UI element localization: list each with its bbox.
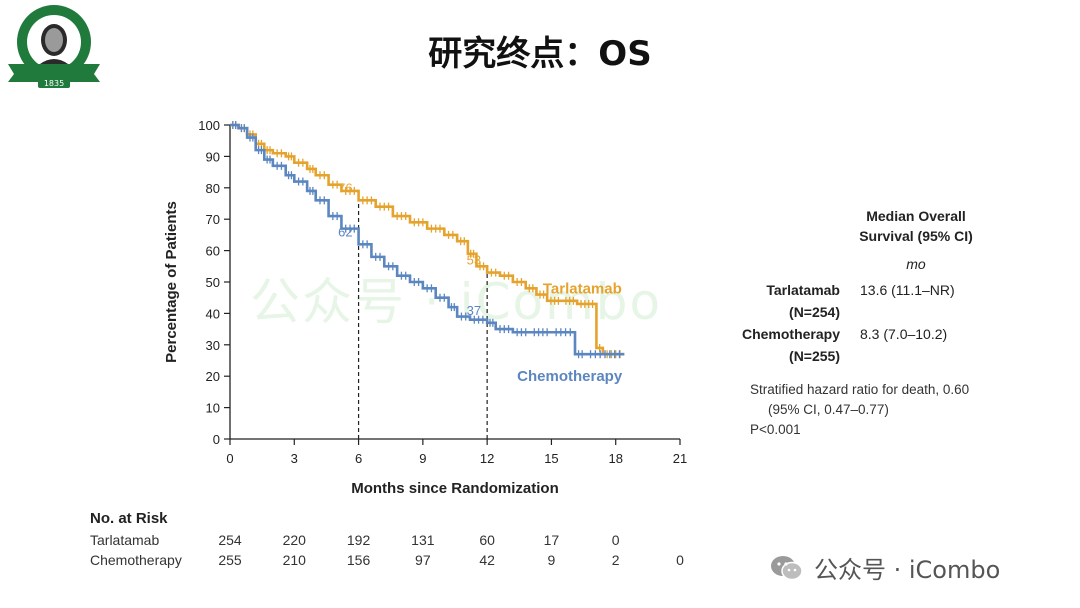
series-label-tarlatamab: Tarlatamab [543,280,622,297]
watermark: 公众号 · iCombo [250,273,663,331]
x-tick-label: 12 [480,451,494,466]
km-curve-chemotherapy [230,123,625,356]
y-axis-title: Percentage of Patients [163,201,180,363]
risk-row-label: Tarlatamab [90,532,160,548]
legend-unit: mo [906,256,926,272]
y-tick-label: 50 [206,275,220,290]
hazard-ratio-stats: Stratified hazard ratio for death, 0.60 … [750,380,969,440]
y-tick-label: 100 [198,118,220,133]
risk-value: 0 [611,532,620,548]
legend-arm-value: 8.3 (7.0–10.2) [860,326,948,342]
wechat-brand: 公众号 · iCombo [770,550,1000,588]
risk-value: 2 [611,552,620,568]
value-label: 62 [338,224,352,239]
x-tick-label: 0 [226,451,233,466]
wechat-brand-text: 公众号 · iCombo [814,556,1001,584]
series-label-chemotherapy: Chemotherapy [517,368,623,385]
y-tick-label: 40 [206,306,220,321]
x-tick-label: 18 [608,451,622,466]
stats-line-2: (95% CI, 0.47–0.77) [768,402,889,417]
legend-arm-name: Tarlatamab [766,282,840,298]
x-tick-label: 9 [419,451,426,466]
risk-value: 255 [218,552,242,568]
risk-row-tarlatamab: Tarlatamab 254 220 192 131 60 17 0 [90,532,620,548]
y-tick-label: 80 [206,181,220,196]
risk-value: 131 [411,532,435,548]
x-tick-label: 6 [355,451,362,466]
wechat-icon [770,554,804,588]
slide-title: 研究终点：OS [428,34,652,74]
y-tick-label: 90 [206,149,220,164]
risk-value: 97 [415,552,431,568]
legend-arm-n: (N=255) [789,348,840,364]
y-tick-label: 70 [206,212,220,227]
stats-line-3: P<0.001 [750,422,801,437]
risk-value: 220 [282,532,306,548]
km-curve-tarlatamab [230,123,625,356]
logo-year: 1835 [44,79,64,88]
risk-value: 17 [543,532,560,548]
y-tick-label: 0 [213,432,220,447]
risk-table-title: No. at Risk [90,510,168,527]
risk-value: 60 [479,532,495,548]
legend-arm-value: 13.6 (11.1–NR) [860,282,955,298]
risk-value: 42 [479,552,495,568]
value-label: 53 [467,253,481,268]
risk-value: 254 [218,532,242,548]
risk-value: 9 [547,552,556,568]
y-tick-label: 20 [206,369,220,384]
value-label: 37 [467,303,481,318]
x-axis-title: Months since Randomization [351,480,559,497]
hospital-logo: 1835 [4,2,104,90]
risk-value: 156 [346,552,371,568]
risk-table: No. at Risk Tarlatamab 254 220 192 131 60 17 0 C… [90,510,684,568]
value-label: 76 [338,180,352,195]
risk-value: 210 [282,552,306,568]
y-tick-label: 30 [206,338,220,353]
y-tick-label: 10 [206,401,220,416]
x-tick-label: 21 [673,451,687,466]
risk-row-label: Chemotherapy [90,552,182,568]
risk-value: 0 [676,552,684,568]
legend-arm-n: (N=254) [789,304,840,320]
x-tick-label: 3 [291,451,298,466]
x-tick-label: 15 [544,451,558,466]
y-tick-label: 60 [206,244,220,259]
legend-arm-name: Chemotherapy [741,326,840,342]
stats-line-1: Stratified hazard ratio for death, 0.60 [750,382,970,397]
legend-header-line2: Survival (95% CI) [859,228,973,244]
legend-header-line1: Median Overall [866,208,966,224]
risk-row-chemotherapy: Chemotherapy 255 210 156 97 42 9 2 0 [90,552,684,568]
risk-value: 192 [346,532,371,548]
